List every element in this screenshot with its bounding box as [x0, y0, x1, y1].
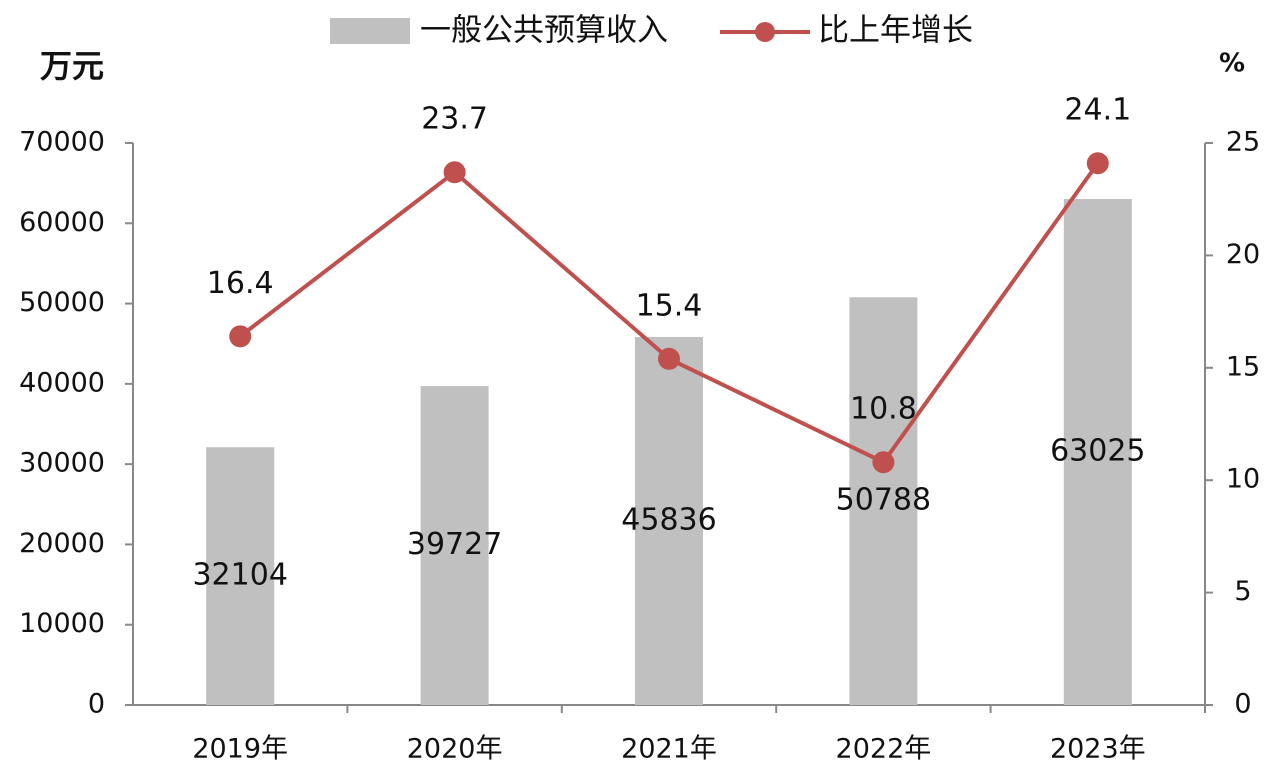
- y-tick-label: 50000: [19, 287, 105, 318]
- y2-tick-label: 25: [1226, 127, 1260, 158]
- data-label: 32104: [192, 558, 287, 593]
- y-tick-label: 10000: [19, 608, 105, 639]
- data-label: 15.4: [636, 288, 703, 323]
- legend-label: 一般公共预算收入: [420, 13, 668, 49]
- y-tick-label: 0: [88, 689, 105, 720]
- marker: [658, 347, 680, 370]
- data-label: 23.7: [421, 102, 488, 137]
- marker: [229, 325, 252, 348]
- y-tick-label: 60000: [19, 207, 105, 238]
- y2-tick-label: 0: [1234, 689, 1251, 720]
- bar: [420, 386, 489, 705]
- y-tick-label: 20000: [19, 528, 105, 559]
- data-label: 45836: [621, 503, 716, 538]
- x-tick-label: 2022年: [836, 734, 932, 765]
- marker: [443, 161, 466, 184]
- legend-marker: [755, 22, 775, 42]
- legend-label: 比上年增长: [818, 13, 973, 49]
- x-tick-label: 2023年: [1050, 734, 1146, 765]
- marker: [872, 451, 895, 474]
- x-tick-label: 2019年: [192, 734, 288, 765]
- y-tick-label: 70000: [19, 127, 105, 158]
- y-tick-label: 40000: [19, 367, 105, 398]
- data-label: 16.4: [207, 266, 274, 301]
- bar: [849, 297, 918, 705]
- data-label: 24.1: [1064, 93, 1131, 128]
- data-label: 10.8: [850, 392, 917, 427]
- data-label: 50788: [836, 483, 931, 518]
- x-tick-label: 2020年: [407, 734, 503, 765]
- bar: [1063, 198, 1132, 706]
- y2-tick-label: 20: [1226, 239, 1260, 270]
- legend-swatch: [330, 18, 410, 44]
- y-axis-label: 万元: [40, 47, 104, 85]
- y2-tick-label: 10: [1226, 464, 1260, 495]
- data-label: 63025: [1050, 433, 1145, 468]
- marker: [1086, 152, 1109, 175]
- y2-tick-label: 5: [1234, 576, 1251, 607]
- x-tick-label: 2021年: [621, 734, 717, 765]
- y2-tick-label: 15: [1226, 351, 1260, 382]
- y2-axis-label: %: [1219, 49, 1245, 79]
- data-label: 39727: [407, 527, 502, 562]
- bar: [206, 447, 275, 705]
- y-tick-label: 30000: [19, 448, 105, 479]
- bar: [635, 337, 703, 705]
